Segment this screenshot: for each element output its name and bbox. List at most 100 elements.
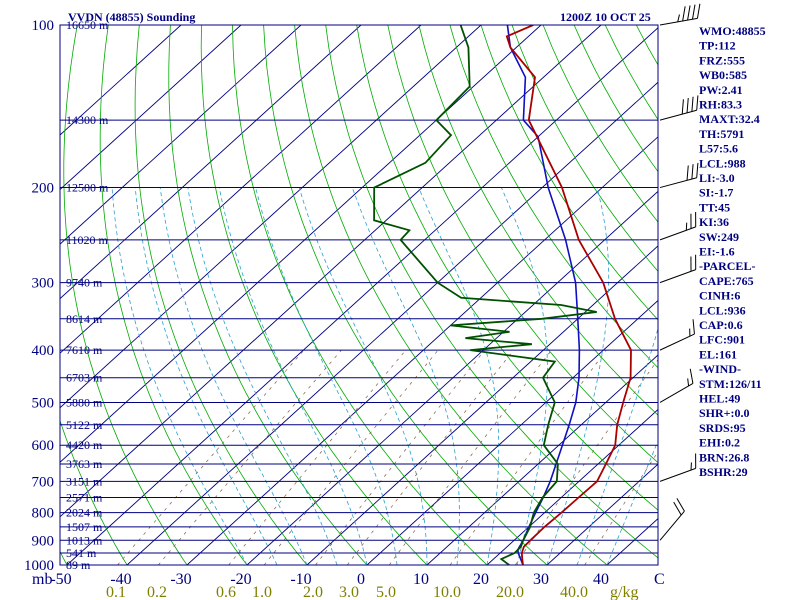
wind-barb-flag (695, 212, 697, 227)
index-value: EHI:0.2 (699, 436, 740, 450)
height-label: 4420 m (66, 438, 103, 452)
wind-barb-flag (696, 162, 699, 178)
temperature-tick-label: 10 (413, 571, 429, 588)
wind-barb-shaft (659, 467, 696, 482)
wind-barb (659, 162, 699, 189)
isotherm-line (66, 27, 658, 565)
pressure-tick-label: 100 (32, 18, 55, 34)
wind-barb-flag (692, 4, 696, 20)
index-value: FRZ:555 (699, 53, 745, 67)
pressure-tick-label: 400 (32, 343, 55, 359)
temperature-tick-label: 40 (593, 571, 609, 588)
index-value: TH:5791 (699, 127, 744, 141)
wind-barb-flag (686, 165, 689, 181)
wind-barb-half-flag (687, 378, 690, 387)
wind-barb (659, 212, 697, 241)
moist-adiabat (546, 187, 610, 565)
index-value: L57:5.6 (699, 142, 738, 156)
wind-barb-flag (682, 6, 686, 22)
wind-barb-shaft (659, 226, 696, 241)
index-value: CAP:0.6 (699, 318, 743, 332)
index-value: SI:-1.7 (699, 186, 733, 200)
height-label: 541 m (66, 546, 97, 560)
isotherm-line (60, 25, 302, 245)
wind-barb (659, 254, 697, 284)
moist-adiabat (187, 187, 338, 565)
isotherm-line (426, 354, 658, 565)
index-value: WMO:48855 (699, 24, 766, 38)
temperature-tick-label: 30 (533, 571, 549, 588)
isotherm-line (186, 136, 658, 565)
index-value: HEL:49 (699, 392, 740, 406)
isotherm-line (546, 463, 658, 565)
index-value: MAXT:32.4 (699, 112, 760, 126)
temperature-tick-label: -30 (170, 571, 191, 588)
pressure-tick-label: 200 (32, 181, 55, 197)
height-label: 1013 m (66, 533, 103, 547)
height-label: 3151 m (66, 474, 103, 488)
height-label: 14300 m (66, 113, 109, 127)
temperature-tick-label: -20 (230, 571, 251, 588)
mixing-ratio-unit: g/kg (610, 584, 638, 600)
wind-barbs (659, 3, 701, 541)
pressure-tick-label: 600 (32, 438, 55, 454)
chart-time: 1200Z 10 OCT 25 (560, 10, 651, 24)
pressure-tick-label: 800 (32, 506, 55, 522)
index-value: PW:2.41 (699, 83, 743, 97)
height-label: 8614 m (66, 312, 103, 326)
wind-barb-shaft (659, 510, 685, 541)
index-value: EL:161 (699, 347, 737, 361)
height-label: 5122 m (66, 418, 103, 432)
isotherm-line (60, 25, 362, 300)
height-label: 6703 m (66, 371, 103, 385)
wind-barb (659, 3, 701, 26)
index-value: RH:83.3 (699, 98, 742, 112)
temperature-profile (505, 25, 632, 565)
index-value: SRDS:95 (699, 421, 746, 435)
wind-barb-shaft (659, 333, 695, 351)
mixing-ratio-tick-label: 10.0 (433, 584, 461, 600)
wind-barb-flag (676, 498, 685, 512)
wind-barb (659, 95, 699, 121)
isotherm-line (486, 408, 658, 565)
mixing-ratio-tick-label: 2.0 (303, 584, 323, 600)
chart-title: VVDN (48855) Sounding (68, 10, 195, 24)
profiles (373, 25, 632, 565)
wind-barb-shaft (659, 109, 697, 121)
index-value: LCL:988 (699, 156, 746, 170)
pressure-tick-label: 500 (32, 395, 55, 411)
index-value: TT:45 (699, 200, 730, 214)
wind-barb-shaft (659, 17, 698, 26)
isotherm-line (246, 190, 658, 565)
temperature-tick-label: 0 (357, 571, 365, 588)
wind-barb-flag (696, 95, 699, 111)
index-value: LFC:901 (699, 333, 745, 347)
height-label: 2571 m (66, 491, 103, 505)
index-value: TP:112 (699, 39, 736, 53)
mixing-ratio-tick-label: 5.0 (376, 584, 396, 600)
height-label: 7610 m (66, 343, 103, 357)
wind-barb-shaft (659, 269, 696, 284)
temperature-tick-label: 20 (473, 571, 489, 588)
height-label: 9740 m (66, 276, 103, 290)
index-value: -PARCEL- (699, 259, 755, 273)
wind-barb-shaft (659, 383, 694, 403)
temperature-tick-label: -40 (110, 571, 131, 588)
pressure-tick-label: 700 (32, 474, 55, 490)
mixing-ratio-tick-label: 0.6 (216, 584, 236, 600)
wind-barb-half-flag (689, 328, 691, 337)
wind-barb-half-flag (677, 14, 680, 22)
mixing-ratio-tick-label: 20.0 (496, 584, 524, 600)
height-label: 5880 m (66, 395, 103, 409)
isotherm-line (306, 245, 658, 565)
index-value: SHR+:0.0 (699, 406, 750, 420)
wind-barb-flag (673, 501, 682, 516)
index-value: EI:-1.6 (699, 245, 735, 259)
wind-barb-flag (686, 97, 689, 113)
wind-barb-flag (695, 254, 697, 270)
wind-barb-flag (690, 213, 692, 229)
